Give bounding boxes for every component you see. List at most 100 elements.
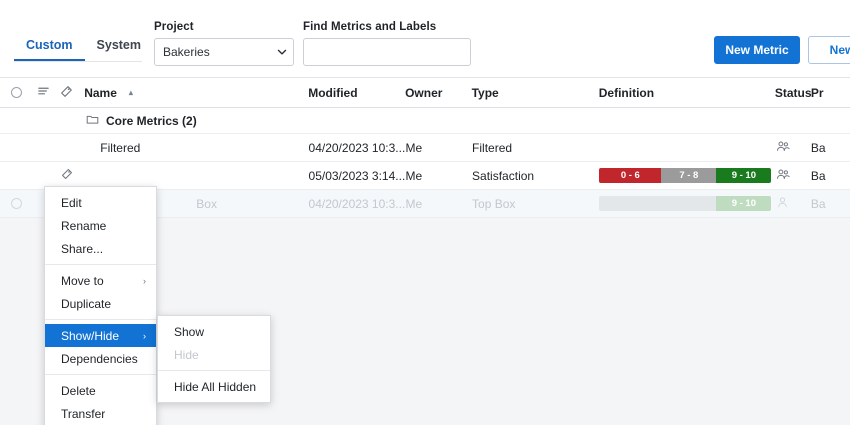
row-checkbox[interactable] [0, 198, 33, 209]
menu-item-transfer[interactable]: Transfer [45, 402, 156, 425]
row-definition: 0 - 6 7 - 8 9 - 10 [599, 168, 775, 183]
new-folder-button[interactable]: New Fo [808, 36, 850, 64]
menu-item-label: Rename [61, 218, 107, 233]
column-header-owner[interactable]: Owner [405, 85, 443, 100]
menu-item-share[interactable]: Share... [45, 237, 156, 260]
circle-icon [11, 198, 23, 209]
row-name-cell: Filtered [80, 141, 308, 155]
menu-item-label: Duplicate [61, 296, 112, 311]
menu-item-label: Dependencies [61, 351, 138, 366]
people-icon [776, 140, 790, 156]
menu-separator [158, 370, 270, 371]
search-input[interactable] [303, 38, 471, 66]
new-metric-button[interactable]: New Metric [714, 36, 800, 64]
table-row[interactable]: 05/03/2023 3:14... Me Satisfaction 0 - 6… [0, 162, 850, 190]
sort-caret-icon: ▴ [128, 88, 133, 97]
definition-segment: 0 - 6 [599, 168, 662, 183]
menu-separator [45, 374, 156, 375]
tag-filter-button[interactable] [53, 85, 80, 101]
row-type: Satisfaction [472, 168, 535, 183]
row-type: Filtered [472, 140, 513, 155]
find-label: Find Metrics and Labels [303, 21, 437, 33]
row-status[interactable] [776, 140, 811, 156]
column-header-status[interactable]: Status [774, 85, 812, 100]
tag-icon [60, 85, 73, 101]
folder-name-label: Core Metrics (2) [106, 113, 197, 128]
row-name-label: Filtered [100, 140, 141, 155]
menu-item-dependencies[interactable]: Dependencies [45, 347, 156, 370]
menu-item-move-to[interactable]: Move to › [45, 269, 156, 292]
people-icon [776, 168, 790, 184]
select-all-checkbox[interactable] [0, 87, 33, 98]
menu-item-delete[interactable]: Delete [45, 379, 156, 402]
menu-item-label: Hide [174, 347, 199, 362]
row-project: Ba [810, 140, 826, 155]
definition-bar: 9 - 10 [599, 196, 772, 211]
menu-item-label: Hide All Hidden [174, 379, 257, 394]
menu-item-label: Share... [61, 241, 104, 256]
folder-row[interactable]: Core Metrics (2) [0, 108, 850, 134]
row-modified: 04/20/2023 10:3... [308, 140, 406, 155]
menu-item-duplicate[interactable]: Duplicate [45, 292, 156, 315]
submenu-item-show[interactable]: Show [158, 320, 270, 343]
definition-segment: 9 - 10 [716, 196, 772, 211]
metrics-table: Name ▴ Modified Owner Type Definition St… [0, 78, 850, 218]
row-type: Top Box [472, 196, 516, 211]
list-icon [37, 85, 50, 101]
project-label: Project [154, 21, 194, 33]
column-header-definition[interactable]: Definition [598, 85, 655, 100]
row-status[interactable] [776, 168, 811, 184]
project-select[interactable]: Bakeries [154, 38, 294, 66]
toolbar: Custom System Project Bakeries Find Metr… [0, 0, 850, 78]
row-project: Ba [810, 168, 826, 183]
definition-segment: 7 - 8 [661, 168, 717, 183]
folder-name-cell: Core Metrics (2) [82, 113, 315, 129]
column-header-modified[interactable]: Modified [308, 85, 358, 100]
tab-bar: Custom System [14, 33, 142, 62]
tab-custom[interactable]: Custom [14, 38, 85, 61]
menu-item-label: Show/Hide [61, 328, 120, 343]
menu-item-label: Edit [61, 195, 82, 210]
chevron-right-icon: › [143, 330, 146, 341]
list-view-toggle[interactable] [33, 85, 53, 101]
menu-item-edit[interactable]: Edit [45, 191, 156, 214]
circle-icon [11, 87, 23, 98]
folder-icon [86, 113, 99, 129]
definition-segment [599, 196, 717, 211]
context-menu: Edit Rename Share... Move to › Duplicate… [44, 186, 157, 425]
row-modified: 05/03/2023 3:14... [308, 168, 406, 183]
person-icon [776, 196, 789, 212]
row-owner: Me [405, 140, 423, 155]
menu-item-label: Show [174, 324, 205, 339]
menu-item-rename[interactable]: Rename [45, 214, 156, 237]
table-row[interactable]: Filtered 04/20/2023 10:3... Me Filtered … [0, 134, 850, 162]
row-owner: Me [405, 168, 423, 183]
project-field: Project Bakeries [154, 21, 294, 66]
show-hide-submenu: Show Hide Hide All Hidden [157, 315, 271, 403]
definition-bar: 0 - 6 7 - 8 9 - 10 [599, 168, 772, 183]
menu-item-label: Delete [61, 383, 96, 398]
menu-separator [45, 264, 156, 265]
column-header-name[interactable]: Name ▴ [80, 86, 308, 100]
row-project: Ba [810, 196, 826, 211]
menu-item-label: Transfer [61, 406, 106, 421]
submenu-item-hide: Hide [158, 343, 270, 366]
row-modified: 04/20/2023 10:3... [308, 196, 406, 211]
column-header-type[interactable]: Type [471, 85, 499, 100]
row-tag-cell [53, 168, 80, 183]
row-status[interactable] [776, 196, 811, 212]
column-header-name-label: Name [84, 85, 117, 100]
find-field: Find Metrics and Labels [303, 21, 471, 66]
menu-item-label: Move to [61, 273, 104, 288]
tab-system[interactable]: System [85, 38, 153, 61]
menu-item-show-hide[interactable]: Show/Hide › [45, 324, 156, 347]
table-header-row: Name ▴ Modified Owner Type Definition St… [0, 78, 850, 108]
column-header-project[interactable]: Pr [810, 85, 824, 100]
menu-separator [45, 319, 156, 320]
definition-segment: 9 - 10 [716, 168, 772, 183]
tag-icon [61, 168, 73, 183]
chevron-right-icon: › [143, 275, 146, 286]
project-select-wrap: Bakeries [154, 38, 294, 66]
submenu-item-hide-all-hidden[interactable]: Hide All Hidden [158, 375, 270, 398]
